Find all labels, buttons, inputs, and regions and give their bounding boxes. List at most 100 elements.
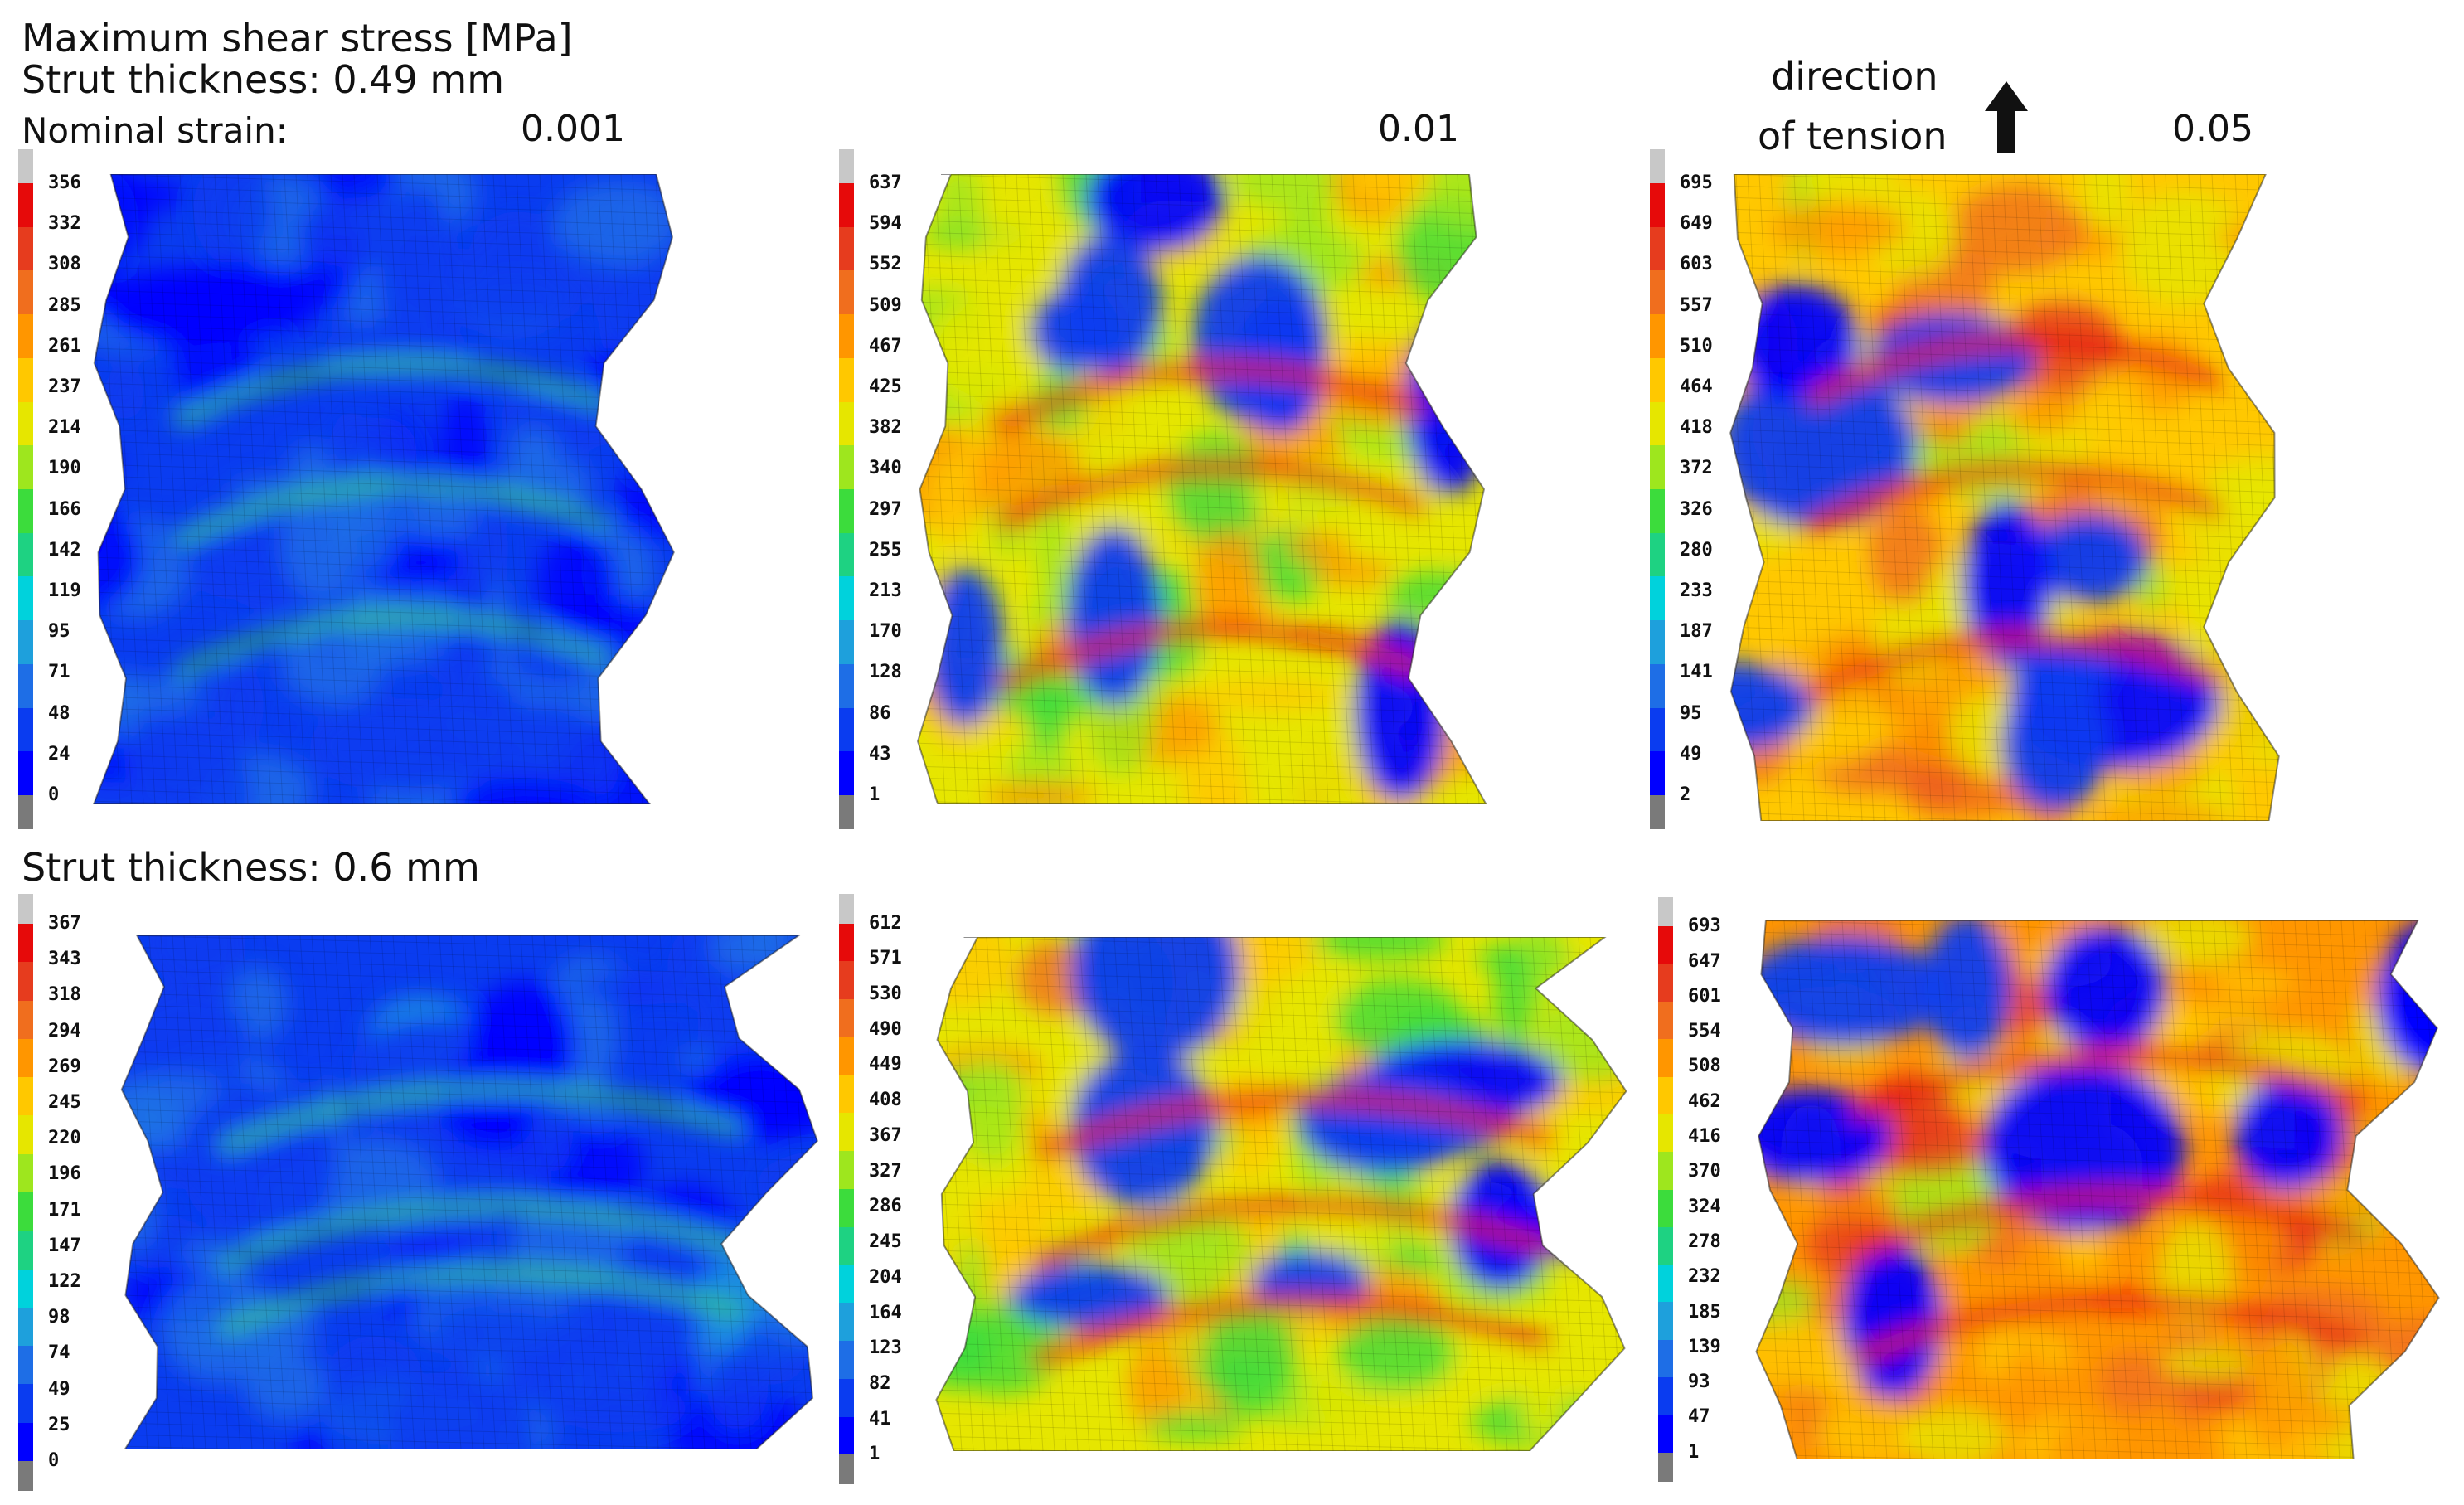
colorbar-tick-label: 554 <box>1688 1021 1721 1042</box>
colorbar-tick-label: 382 <box>869 417 902 439</box>
colorbar-segment <box>839 532 854 577</box>
colorbar-tick-label: 233 <box>1680 580 1713 601</box>
row2-label: Strut thickness: 0.6 mm <box>22 845 480 890</box>
colorbar-segment <box>18 445 33 490</box>
colorbar-segment <box>18 1384 33 1424</box>
colorbar-tick-label: 122 <box>48 1271 81 1292</box>
colorbar-strip <box>839 149 854 829</box>
colorbar-tick-label: 1 <box>869 784 880 805</box>
colorbar-tick-label: 327 <box>869 1160 902 1182</box>
colorbar-tick-label: 74 <box>48 1342 70 1364</box>
colorbar-segment <box>18 1231 33 1270</box>
colorbar-tick-label: 261 <box>48 335 81 357</box>
colorbar-tick-label: 509 <box>869 294 902 316</box>
colorbar-segment <box>839 183 854 228</box>
colorbar-tick-label: 147 <box>48 1235 81 1256</box>
colorbar-tick-label: 213 <box>869 580 902 601</box>
colorbar-segment <box>18 707 33 752</box>
colorbar-tick-label: 47 <box>1688 1406 1710 1428</box>
colorbar-segment <box>1650 183 1665 228</box>
colorbar-segment <box>1658 1415 1673 1454</box>
colorbar-tick-label: 425 <box>869 376 902 397</box>
colorbar-tick-label: 571 <box>869 948 902 969</box>
colorbar-tick-label: 510 <box>1680 335 1713 357</box>
colorbar-tick-label: 141 <box>1680 662 1713 683</box>
colorbar-strip <box>839 894 854 1484</box>
colorbar-tick-label: 285 <box>48 294 81 316</box>
colorbar-segment <box>18 1038 33 1078</box>
colorbar-tick-label: 0 <box>48 784 60 805</box>
tension-arrow-icon <box>1985 81 2028 153</box>
colorbar-tick-label: 462 <box>1688 1090 1721 1112</box>
colorbar-tick-label: 286 <box>869 1196 902 1217</box>
colorbar-segment <box>839 576 854 621</box>
colorbar-segment <box>839 270 854 315</box>
colorbar-r1c3: 695 649 603 557 510 464 418 372 326 280 233 187 141 9… <box>1650 149 1783 829</box>
stress-field-r1c2 <box>916 174 1487 804</box>
colorbar-tick-label: 326 <box>1680 498 1713 520</box>
colorbar-tick-label: 190 <box>48 458 81 479</box>
colorbar-segment <box>839 226 854 271</box>
colorbar-tick-label: 187 <box>1680 621 1713 643</box>
colorbar-tick-label: 649 <box>1680 213 1713 235</box>
colorbar-tick-label: 166 <box>48 498 81 520</box>
colorbar-segment <box>839 620 854 665</box>
colorbar-cap-top <box>839 894 854 924</box>
stress-field-r2c3 <box>1755 920 2440 1459</box>
colorbar-segment <box>18 1077 33 1116</box>
colorbar-tick-label: 232 <box>1688 1266 1721 1288</box>
colorbar-segment <box>1658 1152 1673 1190</box>
colorbar-cap-top <box>839 149 854 183</box>
colorbar-tick-label: 594 <box>869 213 902 235</box>
colorbar-segment <box>18 532 33 577</box>
colorbar-segment <box>18 962 33 1002</box>
colorbar-segment <box>1650 445 1665 490</box>
colorbar-tick-label: 43 <box>869 743 891 765</box>
colorbar-segment <box>839 663 854 709</box>
colorbar-segment <box>18 1000 33 1040</box>
colorbar-segment <box>839 1226 854 1266</box>
colorbar-segment <box>839 445 854 490</box>
colorbar-tick-label: 464 <box>1680 376 1713 397</box>
colorbar-tick-label: 367 <box>869 1124 902 1146</box>
colorbar-segment <box>1650 532 1665 577</box>
colorbar-tick-label: 416 <box>1688 1126 1721 1148</box>
colorbar-segment <box>18 663 33 709</box>
colorbar-segment <box>839 489 854 534</box>
colorbar-segment <box>1650 576 1665 621</box>
colorbar-tick-label: 449 <box>869 1054 902 1075</box>
colorbar-tick-label: 557 <box>1680 294 1713 316</box>
colorbar-tick-label: 185 <box>1688 1301 1721 1323</box>
colorbar-strip <box>18 894 33 1491</box>
colorbar-strip <box>18 149 33 829</box>
colorbar-tick-label: 171 <box>48 1199 81 1221</box>
colorbar-segment <box>18 1153 33 1193</box>
colorbar-tick-label: 695 <box>1680 172 1713 193</box>
colorbar-tick-label: 367 <box>48 913 81 934</box>
colorbar-tick-label: 508 <box>1688 1056 1721 1077</box>
colorbar-tick-label: 647 <box>1688 950 1721 972</box>
colorbar-tick-label: 95 <box>1680 702 1702 724</box>
colorbar-segment <box>839 1265 854 1304</box>
colorbar-segment <box>18 489 33 534</box>
colorbar-segment <box>18 357 33 403</box>
stress-field-r2c2 <box>935 937 1627 1451</box>
colorbar-segment <box>1650 620 1665 665</box>
colorbar-tick-label: 164 <box>869 1302 902 1323</box>
colorbar-segment <box>18 1269 33 1308</box>
colorbar-segment <box>839 1416 854 1455</box>
colorbar-tick-label: 95 <box>48 621 70 643</box>
colorbar-tick-label: 245 <box>48 1092 81 1113</box>
colorbar-segment <box>839 1151 854 1190</box>
colorbar-tick-label: 128 <box>869 662 902 683</box>
colorbar-tick-label: 1 <box>1688 1441 1700 1463</box>
colorbar-segment <box>18 751 33 796</box>
colorbar-tick-label: 204 <box>869 1266 902 1288</box>
colorbar-tick-label: 170 <box>869 621 902 643</box>
nominal-strain-label: Nominal strain: <box>22 110 288 151</box>
colorbar-segment <box>1650 357 1665 403</box>
colorbar-segment <box>839 314 854 359</box>
colorbar-segment <box>839 1378 854 1418</box>
colorbar-segment <box>1650 489 1665 534</box>
colorbar-strip <box>1650 149 1665 829</box>
